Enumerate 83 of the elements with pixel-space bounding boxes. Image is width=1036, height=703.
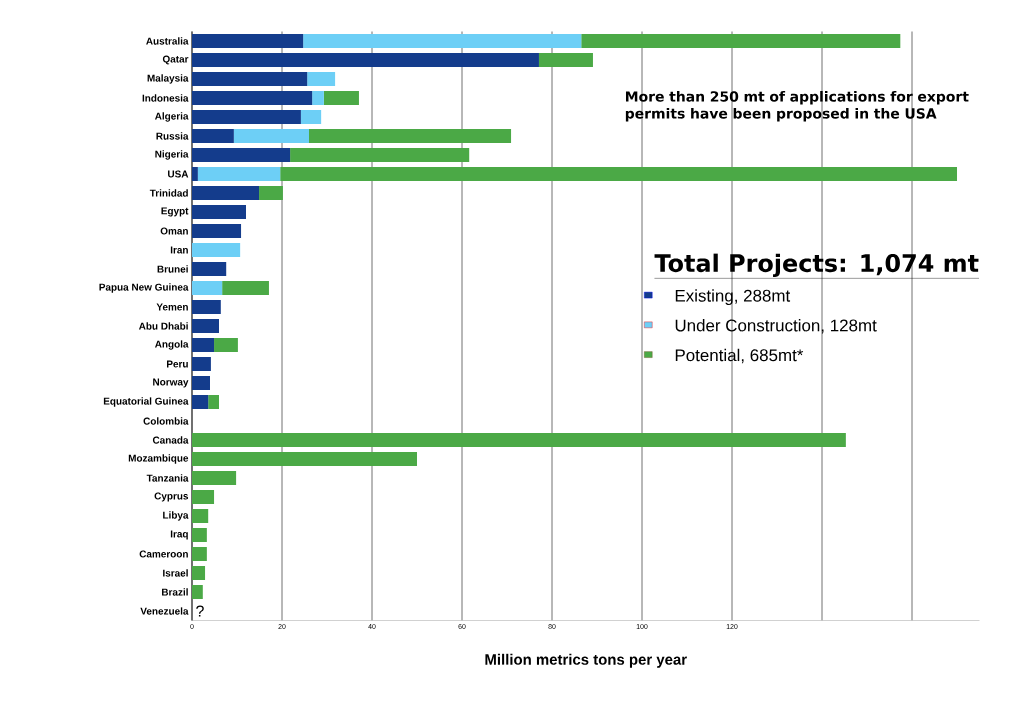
bar	[192, 357, 211, 371]
y-tick-label: Peru	[167, 360, 188, 368]
bar	[192, 129, 234, 143]
bar	[192, 585, 203, 600]
bar	[581, 34, 901, 48]
y-tick-label: Algeria	[154, 112, 189, 122]
y-tick-label: Nigeria	[155, 150, 189, 160]
bar	[192, 471, 237, 485]
bar	[309, 129, 512, 143]
y-tick-label: Cameroon	[139, 550, 188, 558]
y-tick-label: Indonesia	[142, 94, 189, 102]
bar	[300, 110, 322, 124]
y-tick-label: Mozambique	[128, 454, 189, 464]
y-tick-label: Angola	[154, 340, 189, 350]
bar	[538, 53, 593, 67]
bar	[192, 338, 215, 352]
y-tick-label: Cyprus	[154, 492, 189, 502]
bar	[307, 72, 336, 86]
bar	[214, 338, 238, 352]
bar	[192, 547, 207, 562]
y-tick-label: Colombia	[143, 417, 189, 425]
y-tick-label: Papua New Guinea	[99, 283, 189, 293]
y-tick-label: Abu Dhabi	[138, 322, 188, 330]
y-tick-label: Tanzania	[146, 474, 189, 482]
bar	[192, 110, 301, 124]
y-tick-label: Libya	[163, 511, 189, 521]
bar	[192, 262, 227, 276]
bar	[192, 452, 417, 466]
y-tick-label: Canada	[152, 436, 189, 444]
y-tick-label: Israel	[163, 569, 188, 577]
bar	[192, 72, 308, 86]
legend-label: Existing, 288mt	[675, 289, 791, 306]
bar	[222, 281, 269, 295]
bar	[192, 167, 198, 181]
annotation: ?	[196, 605, 204, 617]
bar	[192, 224, 242, 238]
bar	[192, 433, 846, 447]
legend-label: Under Construction, 128mt	[675, 319, 877, 334]
y-tick-label: Iran	[170, 246, 188, 254]
bar	[192, 91, 313, 105]
bar	[303, 34, 582, 48]
bar	[192, 319, 219, 333]
y-tick-label: Norway	[153, 378, 189, 388]
y-tick-label: Malaysia	[147, 74, 189, 84]
bar	[197, 167, 281, 181]
bar	[208, 395, 219, 409]
bar	[192, 148, 291, 162]
bar	[192, 243, 241, 257]
legend-title: Total Projects: 1,074 mt	[654, 253, 979, 277]
bar	[192, 281, 223, 295]
bar	[192, 300, 221, 314]
bar	[192, 53, 539, 67]
y-tick-label: Egypt	[161, 207, 189, 217]
bar	[192, 205, 246, 219]
y-tick-label: USA	[168, 170, 189, 178]
y-tick-label: Brazil	[162, 588, 188, 596]
bar	[259, 186, 283, 200]
y-tick-label: Russia	[156, 132, 189, 140]
bar	[290, 148, 470, 162]
y-tick-label: Trinidad	[149, 189, 188, 197]
bar	[312, 91, 324, 105]
bar	[192, 490, 215, 504]
annotation: More than 250 mt of applications for export permits have been proposed in the USA	[625, 90, 969, 122]
y-tick-label: Brunei	[157, 265, 188, 273]
y-tick-label: Yemen	[156, 303, 188, 311]
bar	[233, 129, 309, 143]
y-tick-label: Equatorial Guinea	[103, 397, 189, 407]
bar	[280, 167, 958, 181]
y-tick-label: Australia	[146, 37, 189, 45]
y-tick-label: Oman	[160, 227, 188, 235]
bar	[192, 34, 304, 48]
bar	[192, 528, 207, 543]
legend-label: Potential, 685mt*	[675, 348, 804, 364]
bar	[192, 509, 209, 524]
bar	[192, 566, 206, 581]
bar	[323, 91, 359, 105]
y-tick-label: Iraq	[170, 530, 188, 540]
bar	[192, 376, 210, 390]
y-tick-label: Venezuela	[140, 607, 189, 615]
bar	[192, 395, 209, 409]
bar	[192, 186, 260, 200]
x-axis-title: Million metrics tons per year	[485, 653, 687, 668]
y-tick-label: Qatar	[162, 55, 189, 65]
